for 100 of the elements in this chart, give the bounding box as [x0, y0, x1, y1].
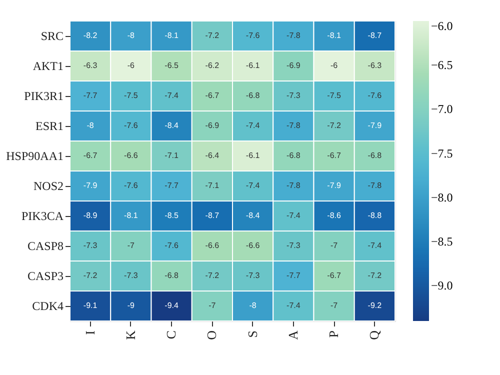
y-tick-label: CDK4	[32, 299, 64, 313]
data-label: -7	[208, 301, 216, 310]
data-label: -7.5	[327, 91, 342, 100]
data-label: -7	[330, 241, 338, 250]
y-tick-label: NOS2	[33, 179, 64, 193]
data-label: -7.7	[286, 271, 301, 280]
x-tick-label: A	[285, 330, 300, 340]
data-label: -7.2	[205, 271, 220, 280]
y-tick-label: SRC	[40, 29, 64, 43]
data-label: -8.1	[327, 31, 342, 40]
data-label: -8.4	[246, 211, 260, 220]
data-label: -6.7	[327, 151, 342, 160]
data-label: -7.9	[327, 181, 342, 190]
data-label: -7	[330, 301, 338, 310]
data-label: -7.4	[246, 181, 260, 190]
data-label: -7.8	[286, 121, 301, 130]
data-label: -7.2	[83, 271, 98, 280]
x-tick-label: S	[244, 330, 260, 338]
color-bar-label: −9.0	[431, 278, 453, 293]
data-label: -7.8	[286, 31, 301, 40]
data-label: -7	[127, 241, 136, 250]
data-label: -8.5	[164, 211, 179, 220]
data-label: -7.6	[124, 181, 138, 190]
y-tick-label: CASP8	[27, 239, 64, 253]
data-label: -6.3	[368, 61, 382, 70]
data-label: -7.3	[246, 271, 260, 280]
data-label: -7.8	[286, 181, 301, 190]
data-label: -8.4	[164, 121, 179, 130]
data-label: -7.9	[83, 181, 98, 190]
color-bar-label: −6.0	[431, 19, 453, 33]
data-label: -8.7	[205, 211, 220, 220]
data-label: -6.5	[164, 61, 179, 70]
data-label: -7.2	[205, 31, 220, 40]
data-label: -6.7	[327, 271, 342, 280]
data-label: -8.2	[83, 31, 98, 40]
data-label: -8	[249, 301, 257, 310]
data-label: -6.7	[205, 91, 220, 100]
data-label: -6.8	[164, 271, 179, 280]
data-label: -7.6	[246, 31, 260, 40]
x-tick-label: P	[326, 330, 342, 338]
data-label: -7.6	[368, 91, 382, 100]
y-tick-label: ESR1	[35, 119, 64, 133]
data-label: -7.8	[368, 181, 382, 190]
color-bar-label: −7.0	[431, 102, 453, 116]
y-tick-label: AKT1	[32, 59, 64, 73]
data-label: -9.4	[164, 301, 179, 310]
data-label: -8.1	[124, 211, 138, 220]
data-label: -8.1	[164, 31, 179, 40]
data-label: -8	[86, 121, 94, 130]
data-label: -6.4	[205, 151, 220, 160]
y-tick-label: HSP90AA1	[6, 149, 64, 163]
data-label: -6	[127, 61, 136, 70]
data-label: -6.6	[246, 241, 260, 250]
data-label: -7.9	[368, 121, 382, 130]
data-label: -9	[127, 301, 136, 310]
data-label: -8.6	[327, 211, 342, 220]
data-label: -7.1	[205, 181, 220, 190]
data-label: -7.3	[124, 271, 138, 280]
x-tick-label: K	[122, 330, 138, 340]
color-bar-label: −6.5	[431, 58, 453, 72]
data-label: -6.1	[246, 151, 260, 160]
data-label: -9.1	[83, 301, 98, 310]
data-label: -6.7	[83, 151, 98, 160]
data-label: -6.8	[246, 91, 260, 100]
data-label: -7.7	[83, 91, 98, 100]
data-label: -7.3	[286, 91, 301, 100]
data-label: -7.4	[368, 241, 382, 250]
data-label: -7.6	[164, 241, 179, 250]
data-label: -6.9	[286, 61, 301, 70]
y-tick-label: PIK3R1	[24, 89, 64, 103]
data-label: -7.2	[327, 121, 342, 130]
color-bar-label: −8.0	[431, 190, 453, 204]
x-tick-label: Q	[366, 330, 382, 340]
data-label: -6	[330, 61, 338, 70]
x-tick-label: I	[82, 330, 98, 335]
y-tick-label: CASP3	[27, 269, 64, 283]
data-label: -7.2	[368, 271, 382, 280]
data-label: -6.2	[205, 61, 220, 70]
color-bar-label: −8.5	[431, 234, 453, 249]
data-label: -8.7	[368, 31, 382, 40]
data-label: -7.6	[124, 121, 138, 130]
data-label: -7.3	[83, 241, 98, 250]
data-label: -6.8	[286, 151, 301, 160]
data-label: -6.9	[205, 121, 220, 130]
data-label: -7.4	[286, 211, 301, 220]
data-label: -7.5	[124, 91, 138, 100]
data-label: -6.1	[246, 61, 260, 70]
data-label: -7.7	[164, 181, 179, 190]
data-label: -7.4	[246, 121, 260, 130]
x-tick-label: O	[204, 330, 220, 340]
data-label: -6.6	[205, 241, 220, 250]
data-label: -7.1	[164, 151, 179, 160]
data-label: -7.4	[286, 301, 301, 310]
y-tick-label: PIK3CA	[21, 209, 64, 223]
data-label: -9.2	[368, 301, 382, 310]
data-label: -6.8	[368, 151, 382, 160]
data-label: -7.3	[286, 241, 301, 250]
data-label: -6.3	[83, 61, 98, 70]
data-label: -6.6	[124, 151, 138, 160]
x-tick-label: C	[164, 330, 179, 340]
